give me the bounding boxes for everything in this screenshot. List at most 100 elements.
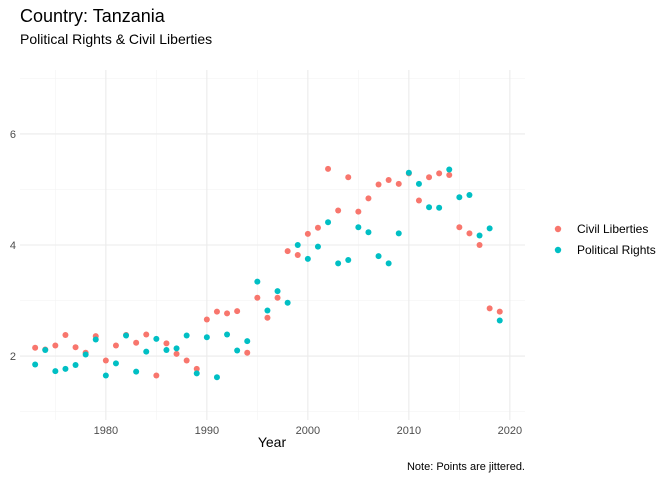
data-point	[234, 308, 241, 315]
legend-key	[554, 225, 562, 233]
data-point	[163, 347, 170, 353]
data-point	[213, 374, 220, 381]
data-point	[183, 357, 190, 364]
data-point	[466, 192, 473, 198]
y-tick-label: 2	[10, 351, 16, 363]
grid-lines	[20, 70, 525, 420]
data-point	[224, 310, 231, 317]
data-point	[486, 225, 493, 232]
data-point	[82, 351, 89, 358]
data-point	[325, 219, 332, 226]
data-point	[415, 197, 422, 204]
data-point	[365, 229, 372, 236]
data-point	[284, 299, 291, 306]
legend-item: Political Rights	[554, 243, 656, 257]
data-point	[224, 331, 231, 338]
data-point	[426, 204, 433, 211]
legend-item: Civil Liberties	[554, 222, 648, 236]
data-point	[92, 336, 99, 343]
data-point	[456, 194, 463, 201]
chart-subtitle: Political Rights & Civil Liberties	[20, 31, 212, 47]
series-political-rights	[32, 166, 503, 381]
data-point	[163, 340, 170, 347]
data-point	[385, 177, 392, 183]
data-point	[446, 172, 453, 178]
data-point	[203, 316, 210, 323]
x-tick-label: 2010	[397, 425, 421, 437]
data-point	[314, 243, 321, 250]
data-point	[395, 230, 402, 237]
data-point	[355, 208, 362, 215]
data-point	[496, 317, 503, 324]
data-point	[496, 308, 503, 315]
data-point	[314, 224, 321, 231]
data-point	[62, 365, 69, 372]
data-point	[335, 260, 342, 267]
data-point	[254, 294, 261, 301]
data-point	[476, 232, 483, 239]
data-point	[456, 224, 463, 231]
data-point	[244, 349, 251, 356]
data-point	[213, 308, 220, 315]
data-point	[183, 332, 190, 339]
data-point	[415, 180, 422, 187]
data-point	[436, 204, 443, 211]
chart-caption: Note: Points are jittered.	[407, 461, 525, 473]
data-point	[133, 339, 140, 346]
data-point	[193, 370, 200, 377]
data-point	[173, 350, 180, 357]
data-point	[102, 357, 109, 364]
data-point	[284, 248, 291, 255]
data-point	[234, 347, 241, 354]
data-point	[254, 278, 261, 285]
chart-title: Country: Tanzania	[20, 6, 166, 26]
data-point	[264, 307, 271, 314]
data-point	[32, 344, 39, 351]
data-point	[153, 372, 160, 379]
data-point	[193, 365, 200, 372]
data-point	[335, 207, 342, 214]
data-point	[294, 242, 301, 248]
data-point	[476, 242, 483, 248]
data-point	[173, 345, 180, 352]
data-point	[325, 165, 332, 172]
legend: Civil Liberties Political Rights	[554, 222, 656, 257]
data-point	[446, 166, 453, 173]
data-point	[32, 361, 39, 368]
data-point	[264, 314, 271, 321]
data-point	[112, 360, 119, 367]
data-point	[153, 335, 160, 342]
data-point	[345, 174, 352, 181]
data-point	[395, 180, 402, 187]
data-point	[102, 372, 109, 379]
data-point	[365, 195, 372, 202]
data-point	[274, 294, 281, 301]
data-point	[426, 174, 433, 181]
y-tick-label: 4	[10, 240, 16, 252]
data-point	[375, 253, 382, 260]
data-point	[244, 338, 251, 345]
x-tick-label: 1980	[94, 425, 118, 437]
data-point	[385, 260, 392, 267]
data-point	[52, 342, 59, 349]
data-point	[304, 255, 311, 262]
data-point	[375, 181, 382, 188]
x-tick-label: 2000	[296, 425, 320, 437]
data-point	[294, 252, 301, 258]
data-point	[72, 344, 79, 351]
data-point	[436, 170, 443, 177]
data-point	[52, 368, 59, 375]
data-point	[123, 332, 130, 339]
data-point	[62, 332, 69, 338]
x-tick-label: 1990	[195, 425, 219, 437]
data-point	[133, 368, 140, 375]
series-civil-liberties	[32, 165, 503, 379]
data-point	[112, 342, 119, 349]
data-point	[405, 169, 412, 176]
data-point	[304, 230, 311, 237]
data-point	[203, 334, 210, 341]
legend-key	[554, 246, 562, 254]
data-point	[72, 362, 79, 368]
data-point	[274, 288, 281, 295]
legend-label: Political Rights	[577, 243, 656, 257]
